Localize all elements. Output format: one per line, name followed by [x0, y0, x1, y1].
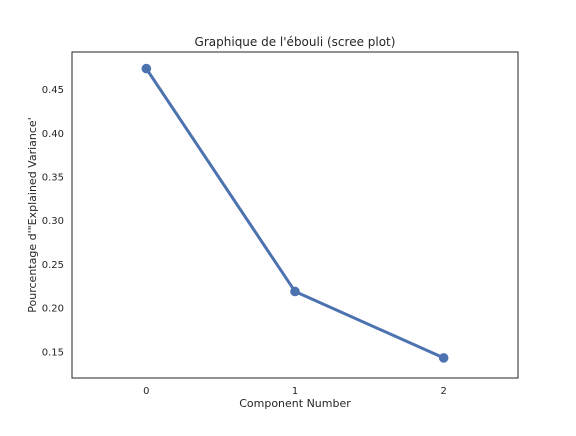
x-tick-label: 2: [440, 386, 446, 397]
x-tick-label: 1: [292, 386, 298, 397]
y-tick-label: 0.30: [42, 216, 64, 227]
y-tick-label: 0.20: [42, 304, 64, 315]
chart-title: Graphique de l'ébouli (scree plot): [195, 35, 396, 49]
plot-frame: [71, 51, 519, 379]
y-tick-label: 0.40: [42, 129, 64, 140]
y-tick-label: 0.45: [42, 85, 64, 96]
data-point: [141, 63, 152, 74]
x-axis-ticks: 0 1 2: [143, 386, 447, 397]
y-tick-label: 0.25: [42, 260, 64, 271]
y-tick-label: 0.15: [42, 347, 64, 358]
data-point: [290, 286, 300, 297]
y-axis-title: Pourcentage d'"Explained Variance': [26, 117, 39, 312]
series-group: [141, 63, 449, 363]
x-tick-label: 0: [143, 386, 149, 397]
x-axis-title: Component Number: [239, 397, 351, 410]
y-axis-ticks: 0.15 0.20 0.25 0.30 0.35 0.40 0.45: [42, 85, 64, 358]
data-point: [438, 353, 449, 363]
y-tick-label: 0.35: [42, 172, 64, 183]
